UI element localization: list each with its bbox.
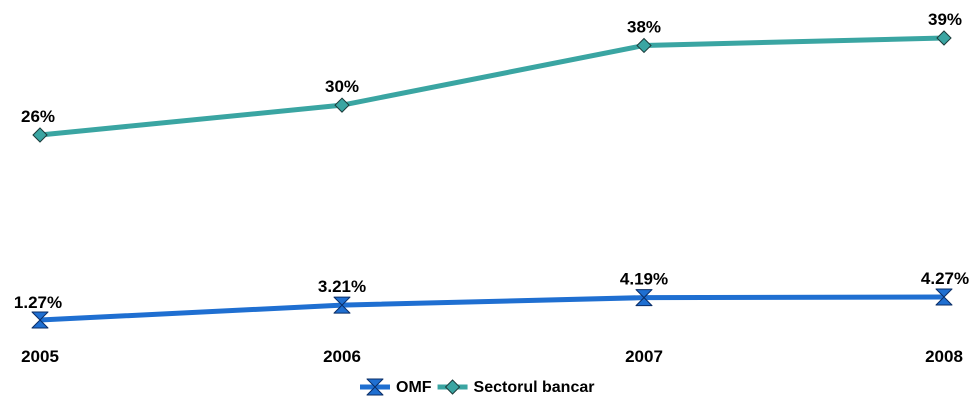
data-point-omf-2005 bbox=[31, 311, 49, 329]
data-point-omf-2008 bbox=[935, 288, 953, 306]
legend-swatch-marker-omf bbox=[366, 378, 384, 396]
legend-label-omf: OMF bbox=[396, 379, 432, 396]
data-label-sectorul-bancar-2006: 30% bbox=[325, 77, 359, 96]
data-point-sectorul-bancar-2008 bbox=[936, 30, 952, 46]
x-tick-label-2005: 2005 bbox=[21, 347, 59, 366]
series-line-omf bbox=[39, 294, 945, 323]
data-label-sectorul-bancar-2007: 38% bbox=[627, 17, 661, 36]
x-tick-label-2008: 2008 bbox=[925, 347, 963, 366]
data-label-layer: 1.27% 3.21% 4.19% 4.27% 26% 30% 38% 39% bbox=[14, 10, 969, 312]
data-label-omf-2008: 4.27% bbox=[921, 269, 969, 288]
legend-item-sectorul-bancar: Sectorul bancar bbox=[437, 379, 595, 396]
legend: OMF Sectorul bancar bbox=[360, 378, 595, 396]
data-point-sectorul-bancar-2005 bbox=[32, 127, 48, 143]
data-point-omf-2006 bbox=[333, 296, 351, 314]
data-label-sectorul-bancar-2005: 26% bbox=[21, 107, 55, 126]
data-label-omf-2007: 4.19% bbox=[620, 270, 668, 289]
legend-swatch-marker-sectorul-bancar bbox=[444, 379, 461, 395]
data-point-sectorul-bancar-2007 bbox=[636, 37, 652, 54]
data-point-sectorul-bancar-2006 bbox=[334, 97, 350, 113]
series-layer bbox=[31, 30, 953, 329]
data-label-omf-2006: 3.21% bbox=[318, 277, 366, 296]
x-tick-label-2007: 2007 bbox=[625, 347, 663, 366]
series-line-sectorul-bancar bbox=[39, 35, 945, 138]
data-label-sectorul-bancar-2008: 39% bbox=[928, 10, 962, 29]
data-point-omf-2007 bbox=[635, 289, 653, 307]
x-axis-ticks: 2005 2006 2007 2008 bbox=[21, 347, 963, 366]
data-label-omf-2005: 1.27% bbox=[14, 293, 62, 312]
legend-item-omf: OMF bbox=[360, 378, 432, 396]
x-tick-label-2006: 2006 bbox=[323, 347, 361, 366]
legend-label-sectorul-bancar: Sectorul bancar bbox=[474, 379, 595, 396]
